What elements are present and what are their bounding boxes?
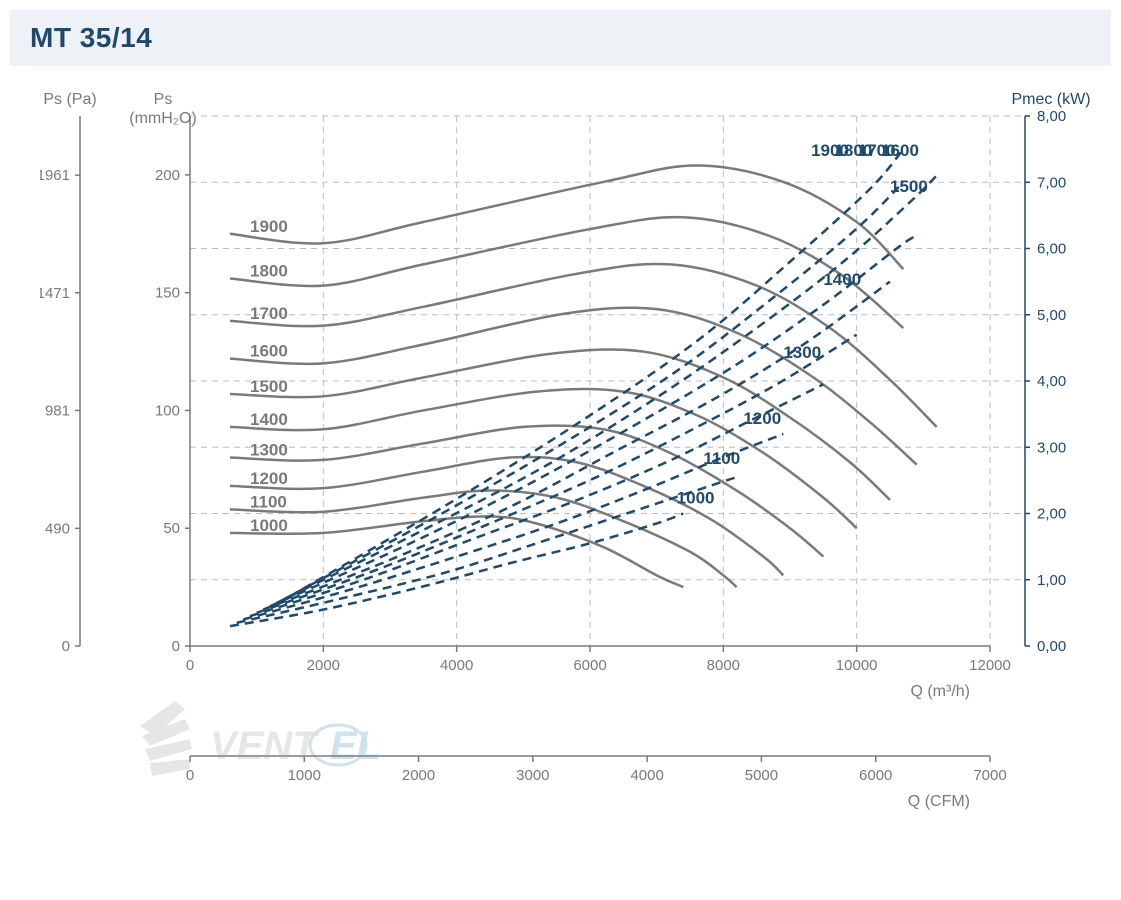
ps-label-1400: 1400: [250, 410, 288, 429]
pmec-curve-1900: [290, 149, 903, 596]
svg-text:4000: 4000: [630, 767, 663, 784]
svg-text:Q (m³/h): Q (m³/h): [910, 683, 970, 700]
pmec-label-1000: 1000: [677, 489, 715, 508]
pmec-label-1400: 1400: [823, 270, 861, 289]
svg-text:50: 50: [163, 520, 180, 537]
title-bar: MT 35/14: [10, 10, 1111, 66]
svg-text:10000: 10000: [836, 657, 878, 674]
pmec-curve-1600: [270, 235, 917, 606]
svg-text:5,00: 5,00: [1037, 307, 1066, 324]
ps-curve-1100: [230, 491, 737, 588]
svg-text:Q (CFM): Q (CFM): [908, 793, 970, 810]
svg-text:6000: 6000: [859, 767, 892, 784]
svg-text:0: 0: [186, 657, 194, 674]
svg-text:8,00: 8,00: [1037, 108, 1066, 125]
svg-text:5000: 5000: [745, 767, 778, 784]
svg-text:1000: 1000: [288, 767, 321, 784]
ps-label-1100: 1100: [250, 492, 287, 511]
ps-label-1000: 1000: [250, 516, 288, 535]
ps-label-1800: 1800: [250, 262, 288, 281]
svg-text:4,00: 4,00: [1037, 373, 1066, 390]
svg-text:490: 490: [45, 520, 70, 537]
chart-svg: 0 490 981 1471 1961 0 50 100 150 200 0,00 1,00 2,00 3…: [40, 96, 1080, 856]
ps-curve-1900: [230, 165, 903, 269]
pmec-label-1300: 1300: [783, 343, 821, 362]
svg-text:0,00: 0,00: [1037, 638, 1066, 655]
svg-text:0: 0: [186, 767, 194, 784]
svg-text:100: 100: [155, 402, 180, 419]
svg-text:0: 0: [62, 638, 70, 655]
svg-text:2000: 2000: [402, 767, 435, 784]
svg-text:981: 981: [45, 402, 70, 419]
svg-text:2,00: 2,00: [1037, 506, 1066, 523]
svg-text:8000: 8000: [707, 657, 740, 674]
svg-text:6,00: 6,00: [1037, 241, 1066, 258]
svg-text:12000: 12000: [969, 657, 1011, 674]
svg-text:7000: 7000: [973, 767, 1006, 784]
svg-text:3000: 3000: [516, 767, 549, 784]
svg-text:1471: 1471: [40, 285, 70, 302]
pmec-curve-1100: [237, 477, 737, 623]
chart-area: Ps (Pa) Ps (mmH₂O) Pmec (kW) 04909811471…: [40, 96, 1081, 856]
svg-text:4000: 4000: [440, 657, 473, 674]
ps-label-1900: 1900: [250, 217, 288, 236]
svg-text:1,00: 1,00: [1037, 572, 1066, 589]
ps-label-1300: 1300: [250, 441, 288, 460]
ps-curve-1300: [230, 426, 823, 557]
pmec-label-1200: 1200: [743, 409, 781, 428]
svg-text:2000: 2000: [307, 657, 340, 674]
pmec-label-1500: 1500: [890, 177, 928, 196]
ps-label-1500: 1500: [250, 377, 288, 396]
ps-label-1200: 1200: [250, 469, 288, 488]
svg-text:200: 200: [155, 167, 180, 184]
ps-label-1700: 1700: [250, 304, 288, 323]
ps-label-1600: 1600: [250, 342, 288, 361]
svg-text:150: 150: [155, 285, 180, 302]
svg-text:7,00: 7,00: [1037, 174, 1066, 191]
pmec-label-1100: 1100: [703, 449, 740, 468]
pmec-curve-1400: [257, 335, 857, 613]
chart-title: MT 35/14: [30, 22, 1091, 54]
svg-text:3,00: 3,00: [1037, 439, 1066, 456]
svg-text:1961: 1961: [40, 167, 70, 184]
pmec-label-1600: 1600: [881, 141, 919, 160]
svg-text:6000: 6000: [573, 657, 606, 674]
svg-text:0: 0: [172, 638, 180, 655]
ps-curve-1600: [230, 308, 917, 465]
ps-curve-1800: [230, 217, 903, 328]
